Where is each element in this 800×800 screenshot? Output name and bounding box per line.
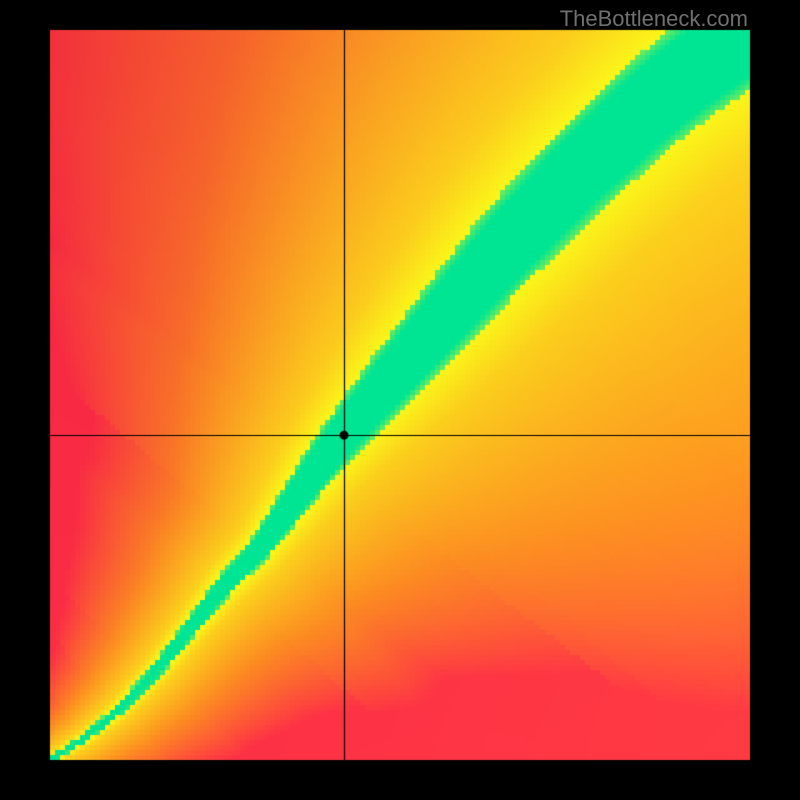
chart-container: { "type": "heatmap", "canvas": { "width"… (0, 0, 800, 800)
watermark-text: TheBottleneck.com (560, 6, 748, 32)
crosshair-overlay (0, 0, 800, 800)
